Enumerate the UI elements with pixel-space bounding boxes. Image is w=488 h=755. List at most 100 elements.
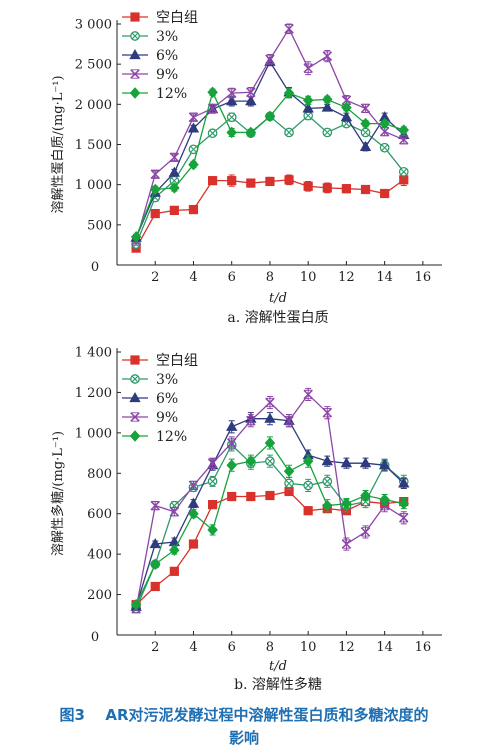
data-point: [188, 507, 199, 520]
series-3: [131, 387, 409, 614]
data-point: [149, 558, 161, 571]
data-point: [245, 95, 257, 106]
data-point: [264, 110, 276, 123]
polysaccharide-chart: 2 4 6 8 10 12 14 16 200 400 600 800 1 000 1 200 1 400 0…: [50, 346, 442, 690]
x-tick-label: 16: [415, 640, 432, 655]
data-point: [207, 476, 218, 487]
data-point: [380, 188, 390, 199]
data-point: [188, 204, 199, 215]
data-point: [226, 438, 237, 448]
series-4: [130, 86, 410, 243]
data-point: [378, 459, 391, 470]
data-point: [265, 456, 275, 467]
data-point: [246, 178, 256, 188]
figure-caption: 图3 AR对污泥发酵过程中溶解性蛋白质和多糖浓度的: [0, 704, 488, 726]
y-axis-label: 溶解性蛋白质/(mg·L⁻¹): [50, 75, 66, 213]
y-tick-label: 2 500: [75, 58, 112, 73]
data-point: [188, 112, 199, 122]
series-0: [131, 173, 409, 253]
chart-subtitle: a. 溶解性蛋白质: [227, 310, 328, 326]
data-point: [188, 144, 199, 155]
x-tick-label: 10: [300, 270, 317, 285]
data-point: [398, 166, 409, 177]
legend: 空白组 3% 6% 9% 12%: [122, 353, 198, 445]
x-tick-label: 8: [266, 270, 274, 285]
data-point: [169, 566, 179, 576]
data-point: [264, 412, 276, 423]
legend-label: 12%: [156, 86, 187, 102]
series-line: [135, 443, 405, 609]
data-point: [207, 524, 218, 536]
figure-caption-line2: 影响: [0, 727, 488, 749]
data-point: [284, 127, 294, 138]
legend-label: 9%: [156, 410, 178, 426]
data-point: [303, 480, 314, 491]
y-tick-label: 600: [87, 507, 112, 522]
origin-label: 0: [91, 260, 99, 275]
data-point: [322, 499, 333, 512]
x-tick-label: 8: [266, 640, 274, 655]
x-tick-label: 16: [415, 270, 432, 285]
data-point: [303, 181, 313, 191]
x-axis-label: t/d: [269, 659, 287, 674]
chart-subtitle: b. 溶解性多糖: [234, 676, 322, 690]
protein-chart: 2 4 6 8 10 12 14 16 500 1 000 1 500 2 000 2 500 3 000…: [50, 10, 442, 326]
data-point: [150, 169, 160, 179]
y-tick-label: 1 000: [75, 178, 112, 193]
series-4: [130, 436, 410, 611]
data-point: [283, 465, 295, 478]
figure-caption-text: AR对污泥发酵过程中溶解性蛋白质和多糖浓度的: [105, 706, 429, 724]
data-point: [399, 513, 409, 523]
data-point: [149, 183, 161, 196]
legend-marker: [130, 69, 140, 79]
legend-marker: [129, 87, 141, 99]
data-point: [284, 478, 294, 489]
legend-label: 6%: [156, 48, 178, 64]
series-3: [131, 23, 409, 246]
legend-marker: [129, 48, 141, 60]
y-tick-label: 500: [87, 218, 112, 233]
data-point: [360, 127, 371, 138]
data-point: [340, 111, 353, 122]
data-point: [187, 122, 200, 133]
y-axis-label: 溶解性多糖/(mg·L⁻¹): [50, 431, 66, 556]
data-point: [227, 491, 237, 502]
x-tick-label: 4: [189, 270, 197, 285]
y-tick-label: 1 400: [75, 346, 112, 361]
data-point: [284, 24, 294, 34]
data-point: [340, 457, 353, 468]
data-point: [245, 455, 257, 467]
data-point: [322, 407, 333, 418]
data-point: [150, 581, 160, 592]
legend-label: 9%: [156, 67, 178, 83]
data-point: [226, 95, 238, 106]
data-point: [226, 112, 237, 123]
legend-marker: [130, 355, 140, 365]
data-point: [360, 489, 371, 502]
data-point: [322, 51, 333, 61]
data-point: [379, 493, 390, 506]
data-point: [150, 208, 160, 219]
data-point: [379, 117, 390, 130]
data-point: [303, 506, 313, 516]
data-point: [379, 142, 390, 153]
figure-caption-text2: 影响: [228, 729, 259, 747]
data-point: [398, 124, 410, 136]
data-point: [265, 176, 275, 187]
data-point: [264, 437, 276, 449]
x-tick-label: 2: [151, 640, 159, 655]
data-point: [284, 175, 294, 185]
y-tick-label: 2 000: [75, 98, 112, 113]
origin-label: 0: [91, 630, 99, 645]
data-point: [302, 102, 314, 113]
data-point: [322, 476, 333, 487]
legend-marker: [130, 31, 140, 41]
y-tick-label: 800: [87, 467, 112, 482]
y-tick-label: 400: [87, 548, 112, 563]
x-tick-label: 6: [228, 640, 236, 655]
data-point: [302, 94, 314, 107]
data-point: [341, 101, 352, 114]
data-point: [341, 539, 352, 549]
data-point: [360, 184, 371, 195]
data-point: [207, 458, 218, 468]
